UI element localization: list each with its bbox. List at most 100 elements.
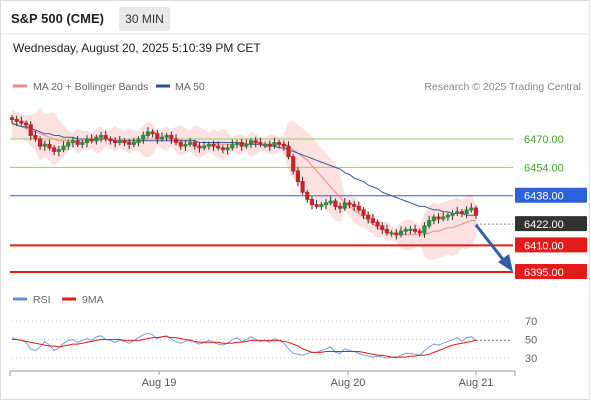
chart-datetime: Wednesday, August 20, 2025 5:10:39 PM CE… [13, 41, 261, 55]
bollinger-band [12, 106, 476, 260]
candle-body [309, 198, 315, 206]
candle-body [262, 143, 268, 146]
candle-body [323, 202, 329, 206]
forecast-arrow-head [498, 254, 513, 272]
rsi-line [11, 332, 477, 359]
candle-body [206, 143, 211, 147]
candle-body [431, 216, 436, 222]
x-tick-label: Aug 19 [142, 377, 177, 389]
ma9-legend-label: 9MA [82, 294, 104, 306]
candle-body [216, 145, 221, 149]
candle-body [38, 138, 43, 147]
candle-body [47, 143, 52, 149]
candle-body [98, 134, 104, 138]
candle-body [150, 131, 155, 135]
candle-body [117, 140, 122, 144]
candle-body [178, 142, 183, 147]
candle-body [352, 204, 357, 207]
candle-body [248, 140, 254, 145]
level-label-resistance: 6454.00 [524, 162, 564, 174]
candle-body [103, 134, 108, 140]
candle-body [122, 140, 127, 144]
level-label-resistance: 6470.00 [524, 134, 564, 146]
level-labels: 6470.00 6454.00 6438.00 6422.00 6410.00 6395.… [515, 134, 587, 279]
level-label-support: 6410.00 [524, 240, 564, 252]
candle-body [384, 228, 390, 234]
moving-averages [11, 122, 476, 236]
candle-body [314, 204, 319, 207]
candle-body [436, 216, 441, 220]
rsi-legend-label: RSI [33, 294, 51, 306]
candle-body [291, 156, 296, 172]
candle-body [417, 230, 422, 234]
candle-body [441, 216, 446, 220]
rsi-ma9-line [12, 336, 477, 358]
instrument-title: S&P 500 (CME) [11, 11, 104, 26]
candle-body [230, 143, 235, 149]
candle-body [173, 138, 179, 144]
candle-body [70, 140, 76, 144]
level-label-box-support [515, 264, 587, 279]
candle-body [380, 225, 385, 230]
candle-body [286, 145, 291, 158]
candle-body [14, 118, 19, 122]
candle-body [61, 145, 66, 151]
candle-body [305, 191, 310, 200]
candle-body [141, 134, 146, 140]
level-label-last-price: 6422.00 [524, 219, 564, 231]
timeframe-button[interactable]: 30 MIN [119, 7, 170, 31]
candle-body [28, 124, 33, 136]
candle-body [188, 142, 193, 145]
candle-body [403, 228, 408, 232]
candle-body [469, 207, 474, 211]
bollinger-band-fill [12, 106, 476, 260]
candle-body [394, 232, 399, 236]
candle-body [473, 207, 479, 216]
candle-body [159, 136, 165, 140]
candle-body [370, 218, 375, 223]
candle-body [239, 142, 244, 147]
candle-body [361, 209, 366, 216]
candle-body [234, 142, 240, 145]
ma50-line [11, 122, 476, 216]
candle-body [253, 140, 258, 144]
candle-body [155, 133, 160, 140]
candle-body [328, 200, 333, 204]
ma50-legend-label: MA 50 [175, 81, 205, 93]
candle-body [169, 134, 174, 140]
candle-body [375, 221, 380, 227]
rsi-panel: 70 50 30 [11, 316, 537, 365]
candle-body [464, 209, 469, 214]
candle-body [9, 117, 15, 120]
x-axis: Aug 19 Aug 20 Aug 21 [9, 370, 516, 389]
candle-body [94, 136, 99, 142]
rsi-tick-label: 70 [525, 316, 537, 328]
candle-body [366, 214, 371, 220]
candle-body [192, 142, 197, 147]
ma20-line [12, 124, 476, 236]
candle-body [356, 205, 361, 211]
candle-body [52, 147, 57, 152]
candle-body [408, 228, 413, 231]
level-label-box-last-price [515, 216, 587, 232]
candle-body [80, 142, 85, 145]
candle-body [319, 204, 324, 207]
candle-body [131, 142, 136, 145]
candle-body [108, 138, 113, 142]
candle-body [225, 147, 230, 151]
candle-body [277, 142, 282, 145]
level-label-box-pivot [515, 187, 587, 203]
candle-body [450, 212, 455, 216]
candle-body [342, 202, 347, 209]
candle-body [412, 228, 418, 232]
ma20-bb-legend-label: MA 20 + Bollinger Bands [33, 81, 148, 93]
research-credit: Research © 2025 Trading Central [424, 81, 581, 93]
candle-body [398, 230, 404, 236]
forecast-arrow [474, 224, 513, 272]
candle-body [258, 142, 263, 145]
level-label-pivot: 6438.00 [524, 191, 564, 203]
rsi-legend: RSI 9MA [13, 294, 104, 306]
level-label-support: 6395.00 [524, 267, 564, 279]
candle-body [56, 149, 61, 152]
